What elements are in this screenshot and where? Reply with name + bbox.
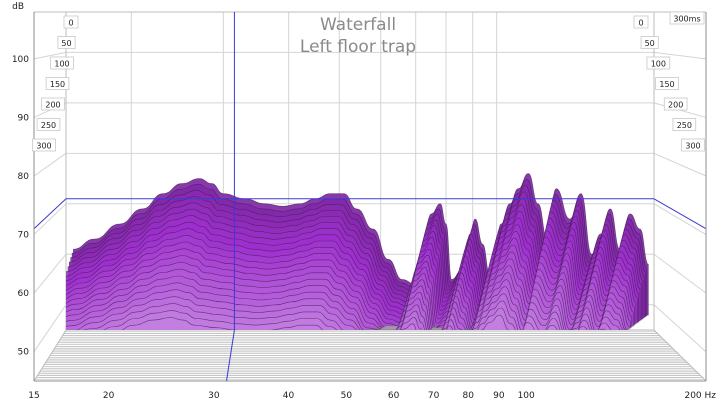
side-gridline-right: [653, 51, 707, 60]
chart-title: Waterfall: [320, 15, 396, 35]
time-label-right: 50: [645, 39, 655, 48]
y-tick-label: 90: [18, 113, 30, 123]
cursor-horizontal-right: [653, 198, 707, 230]
side-gridline-left: [33, 253, 67, 294]
x-tick-label: 90: [493, 391, 505, 401]
side-gridline-right: [653, 203, 707, 236]
overlay-layer: [33, 12, 707, 382]
time-label-left-box: [36, 118, 61, 131]
time-label-right: 150: [659, 80, 674, 89]
y-tick-label: 50: [18, 348, 30, 358]
x-tick-label: 200 Hz: [684, 391, 716, 401]
x-tick-label: 50: [341, 391, 353, 401]
side-gridline-left: [33, 203, 67, 235]
side-gridline-right: [653, 253, 707, 294]
time-label-right-top-box: [669, 11, 705, 25]
time-label-right-box: [640, 36, 659, 49]
time-label-left: 250: [41, 121, 56, 130]
side-gridline-right: [653, 304, 707, 353]
waterfall-slices: [66, 173, 649, 330]
time-label-right-box: [663, 97, 688, 111]
time-label-left: 50: [61, 39, 71, 48]
time-label-right-box: [633, 15, 649, 29]
time-label-left: 100: [54, 60, 69, 69]
y-tick-label: 70: [18, 231, 30, 241]
y-axis-unit: dB: [12, 2, 24, 12]
cursor-horizontal-left: [33, 198, 67, 230]
time-label-right-box: [672, 118, 697, 131]
time-label-right: 0: [638, 19, 643, 28]
time-label-left-box: [63, 15, 79, 29]
waterfall-slice: [121, 314, 558, 330]
x-tick-label: 15: [28, 391, 39, 401]
x-tick-label: 100: [518, 391, 535, 401]
x-tick-label: 60: [388, 391, 400, 401]
x-tick-label: 20: [103, 391, 115, 401]
time-label-left-box: [50, 56, 74, 70]
time-label-right: 250: [677, 121, 692, 130]
time-label-left: 150: [50, 80, 65, 89]
waterfall-slice: [103, 307, 606, 330]
labels-layer: dB 50 60 70 80 90 100 15 20 30 40 50 60 70 80 90 100 200 …: [12, 2, 716, 401]
y-tick-label: 60: [18, 289, 30, 299]
time-label-right: 200: [668, 101, 683, 110]
side-gridline-left: [33, 304, 67, 352]
time-label-right-box: [646, 56, 671, 70]
cursor-vertical-floor: [225, 329, 235, 382]
time-label-left-box: [32, 138, 56, 152]
x-tick-label: 80: [463, 391, 475, 401]
time-label-left: 300: [36, 142, 51, 151]
side-gridline-left: [33, 51, 67, 60]
time-label-right-box: [655, 77, 679, 90]
time-label-right-top: 300ms: [673, 15, 700, 24]
x-tick-label: 40: [283, 391, 295, 401]
time-label-left: 200: [45, 101, 60, 110]
time-label-left: 0: [68, 19, 73, 28]
time-label-left-box: [57, 36, 76, 49]
chart-subtitle: Left floor trap: [300, 37, 416, 57]
x-tick-label: 30: [208, 391, 220, 401]
time-label-left-box: [41, 97, 65, 111]
y-tick-label: 100: [12, 55, 29, 65]
time-label-right-box: [681, 138, 705, 152]
time-label-right: 100: [651, 60, 666, 69]
time-label-left-box: [45, 77, 70, 90]
x-tick-label: 70: [428, 391, 440, 401]
side-gridline-right: [653, 152, 707, 177]
y-tick-label: 80: [18, 172, 30, 182]
side-gridline-left: [33, 152, 67, 177]
time-label-right: 300: [685, 142, 700, 151]
